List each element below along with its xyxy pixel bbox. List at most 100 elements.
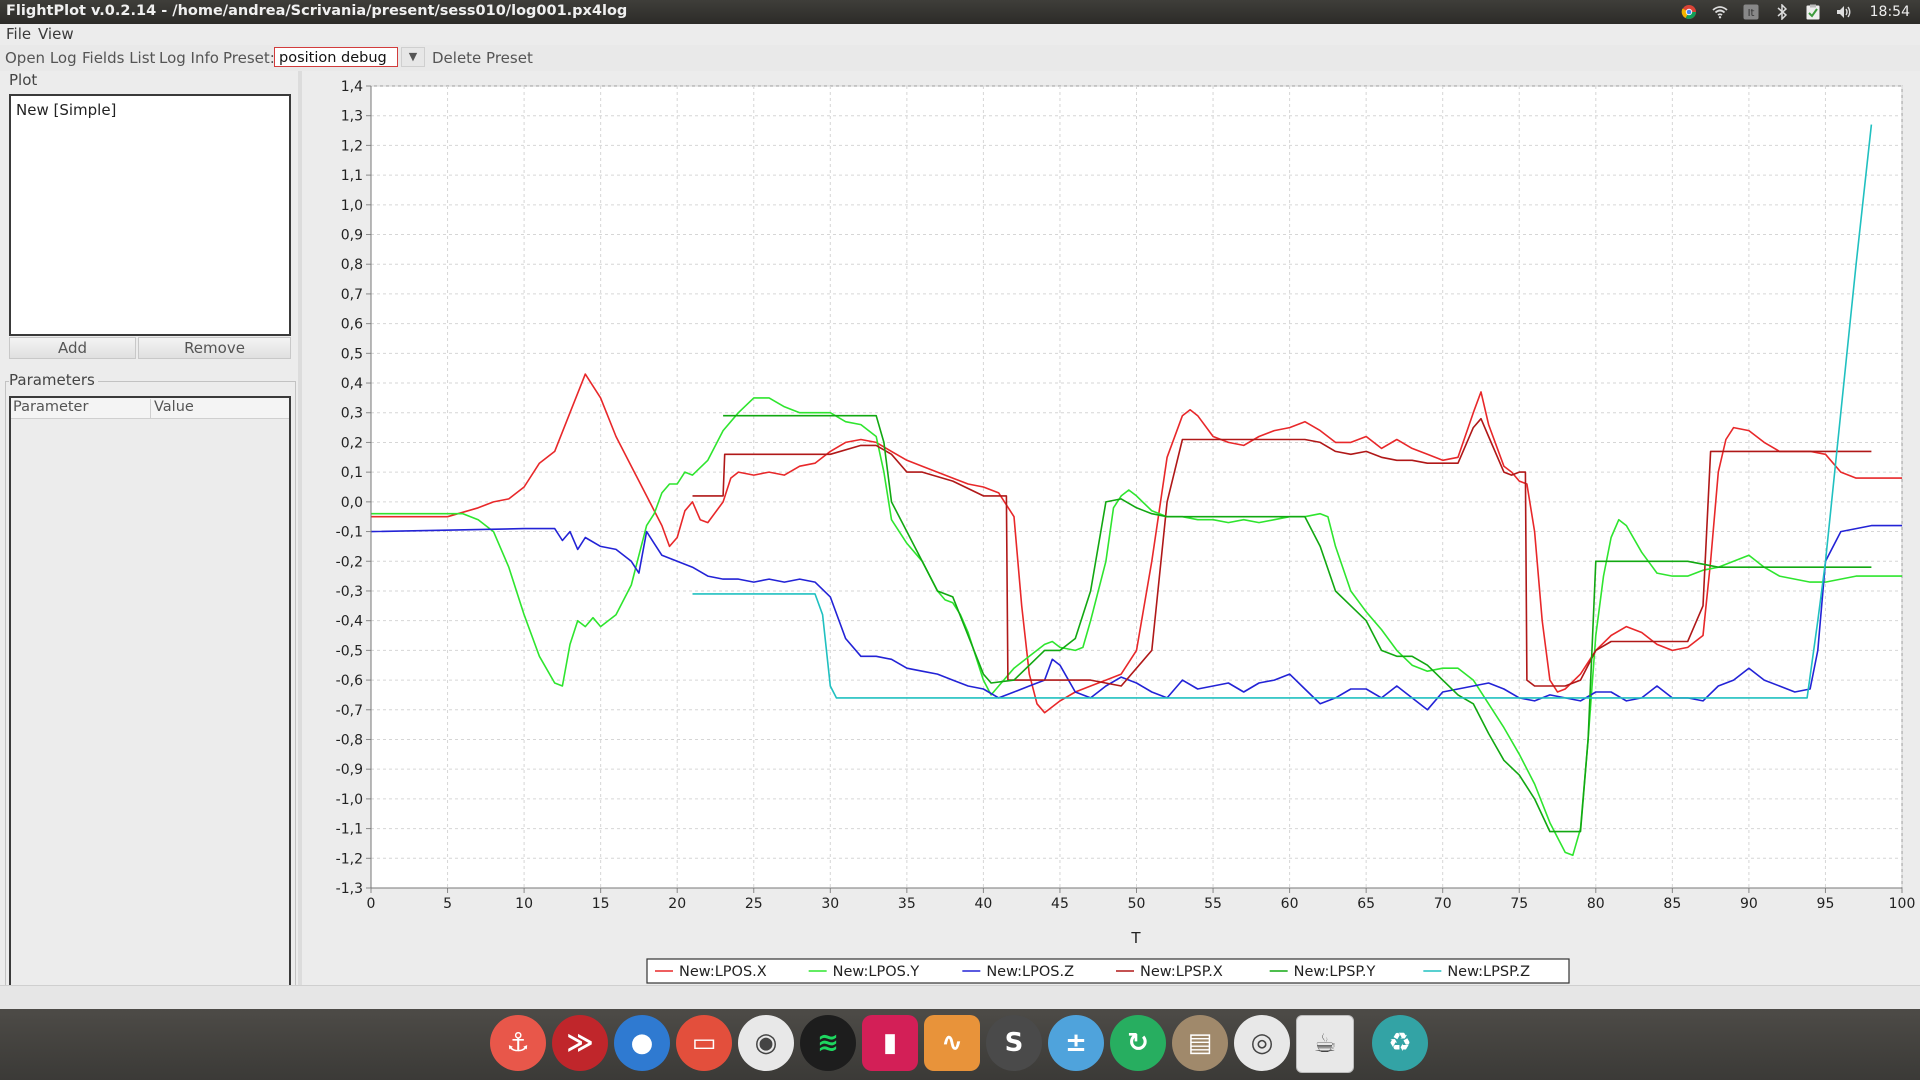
y-tick-label: -0,3 [336, 584, 363, 600]
series-line-new-lpos-y [371, 397, 1902, 857]
y-tick-label: 0,4 [341, 376, 363, 392]
y-tick-label: -0,4 [336, 614, 363, 630]
recycle-bin-app-icon[interactable]: ♻ [1372, 1015, 1428, 1071]
y-tick-label: -1,0 [336, 792, 363, 808]
y-tick-label: -0,2 [336, 554, 363, 570]
window-title: FlightPlot v.0.2.14 - /home/andrea/Scriv… [6, 3, 628, 19]
java-app-icon[interactable]: ☕ [1296, 1015, 1354, 1073]
y-tick-label: 0,9 [341, 228, 363, 244]
y-tick-label: -0,7 [336, 703, 363, 719]
chrome-app-icon[interactable]: ◎ [1234, 1015, 1290, 1071]
chart-panel: 0 5 10 15 20 25 30 35 40 45 50 55 60 65 70 75 80 85 90 95 10… [302, 71, 1920, 985]
x-tick-label: 15 [592, 896, 610, 912]
java-glyph: ☕ [1313, 1029, 1337, 1059]
series-line-new-lpsp-z [692, 124, 1873, 699]
gitkraken-app-icon[interactable]: ▮ [862, 1015, 918, 1071]
clock[interactable]: 18:54 [1869, 4, 1910, 20]
update-manager-app-icon[interactable]: ↻ [1110, 1015, 1166, 1071]
archive-manager-app-icon[interactable]: ▤ [1172, 1015, 1228, 1071]
plot-list-item[interactable]: New [Simple] [16, 101, 117, 119]
legend-box [646, 958, 1570, 984]
open-log-button[interactable]: Open Log [5, 49, 77, 67]
fields-list-button[interactable]: Fields List [82, 49, 156, 67]
x-tick-label: 90 [1740, 896, 1758, 912]
preset-combobox-input[interactable]: position debug [274, 47, 398, 67]
chromium-glyph: ◉ [754, 1028, 778, 1058]
column-header-value[interactable]: Value [150, 399, 194, 418]
series-layer [370, 124, 1902, 857]
y-tick-label: 0,7 [341, 287, 363, 303]
clipboard-check-icon[interactable] [1804, 3, 1822, 21]
log-info-button[interactable]: Log Info [159, 49, 219, 67]
x-tick-label: 20 [668, 896, 686, 912]
legend-label[interactable]: New:LPSP.Z [1447, 964, 1530, 980]
spotify-glyph: ≋ [817, 1028, 839, 1058]
y-tick-label: -0,8 [336, 732, 363, 748]
parameters-table[interactable]: Parameter Value [9, 396, 291, 1048]
sublime-text-app-icon[interactable]: S [986, 1015, 1042, 1071]
files-glyph: ▭ [691, 1028, 717, 1058]
legend-label[interactable]: New:LPSP.X [1140, 964, 1223, 980]
chromium-app-icon[interactable]: ◉ [738, 1015, 794, 1071]
qtcreator-app-icon[interactable]: ● [614, 1015, 670, 1071]
chevron-down-icon[interactable]: ▼ [401, 47, 425, 67]
x-tick-label: 25 [745, 896, 763, 912]
terminal-glyph: ≫ [566, 1028, 594, 1058]
files-app-icon[interactable]: ▭ [676, 1015, 732, 1071]
gitkraken-glyph: ▮ [882, 1028, 898, 1058]
add-plot-button[interactable]: Add [9, 337, 136, 359]
archive-manager-glyph: ▤ [1187, 1028, 1213, 1058]
x-tick-label: 5 [443, 896, 452, 912]
legend-label[interactable]: New:LPSP.Y [1294, 964, 1376, 980]
preset-label: Preset: [223, 49, 275, 67]
anchor-app-icon[interactable]: ⚓ [490, 1015, 546, 1071]
legend-label[interactable]: New:LPOS.Y [833, 964, 920, 980]
spotify-app-icon[interactable]: ≋ [800, 1015, 856, 1071]
wifi-icon[interactable] [1711, 3, 1729, 21]
series-line-new-lpsp-x [692, 417, 1872, 687]
y-tick-label: -0,1 [336, 525, 363, 541]
y-tick-label: 0,2 [341, 435, 363, 451]
split-pane-divider[interactable] [298, 71, 302, 985]
x-tick-label: 60 [1281, 896, 1299, 912]
keyboard-layout-icon[interactable]: It [1742, 3, 1760, 21]
x-axis-label: T [1130, 929, 1141, 947]
menu-view[interactable]: View [38, 25, 74, 43]
legend: New:LPOS.X New:LPOS.Y New:LPOS.Z New:LPSP.X… [646, 958, 1570, 984]
remove-plot-button[interactable]: Remove [138, 337, 291, 359]
calculator-app-icon[interactable]: ± [1048, 1015, 1104, 1071]
menu-file[interactable]: File [6, 25, 32, 43]
x-tick-label: 30 [821, 896, 839, 912]
y-tick-label: 0,1 [341, 465, 363, 481]
parameters-table-header: Parameter Value [11, 398, 289, 419]
plot-list[interactable]: New [Simple] [9, 94, 291, 336]
delete-preset-button[interactable]: Delete Preset [432, 49, 533, 67]
x-tick-label: 55 [1204, 896, 1222, 912]
menubar: File View [0, 24, 1920, 44]
recycle-bin-glyph: ♻ [1388, 1028, 1412, 1058]
chrome-glyph: ◎ [1250, 1028, 1274, 1058]
column-header-parameter[interactable]: Parameter [13, 399, 89, 415]
update-manager-glyph: ↻ [1127, 1028, 1149, 1058]
legend-label[interactable]: New:LPOS.X [679, 964, 767, 980]
y-tick-label: 0,3 [341, 406, 363, 422]
x-tick-label: 80 [1587, 896, 1605, 912]
indicator-area: It 18:54 [1680, 2, 1910, 22]
y-tick-label: -0,5 [336, 643, 363, 659]
y-tick-label: -1,3 [336, 881, 363, 897]
x-tick-label: 0 [367, 896, 376, 912]
sublime-text-glyph: S [1004, 1028, 1024, 1058]
svg-text:It: It [1747, 8, 1754, 19]
anchor-glyph: ⚓ [506, 1028, 530, 1058]
volume-icon[interactable] [1835, 3, 1853, 21]
bluetooth-icon[interactable] [1773, 3, 1791, 21]
x-tick-label: 50 [1128, 896, 1146, 912]
y-tick-label: 0,8 [341, 257, 363, 273]
left-panel: Plot New [Simple] Add Remove Parameters … [0, 71, 298, 1051]
legend-label[interactable]: New:LPOS.Z [986, 964, 1074, 980]
chrome-icon[interactable] [1680, 3, 1698, 21]
matlab-app-icon[interactable]: ∿ [924, 1015, 980, 1071]
qtcreator-glyph: ● [630, 1028, 654, 1058]
terminal-app-icon[interactable]: ≫ [552, 1015, 608, 1071]
dock: ⚓ ≫ ● ▭ ◉ ≋ ▮ ∿ S ± ↻ ▤ ◎ ☕ ♻ [0, 1009, 1920, 1080]
